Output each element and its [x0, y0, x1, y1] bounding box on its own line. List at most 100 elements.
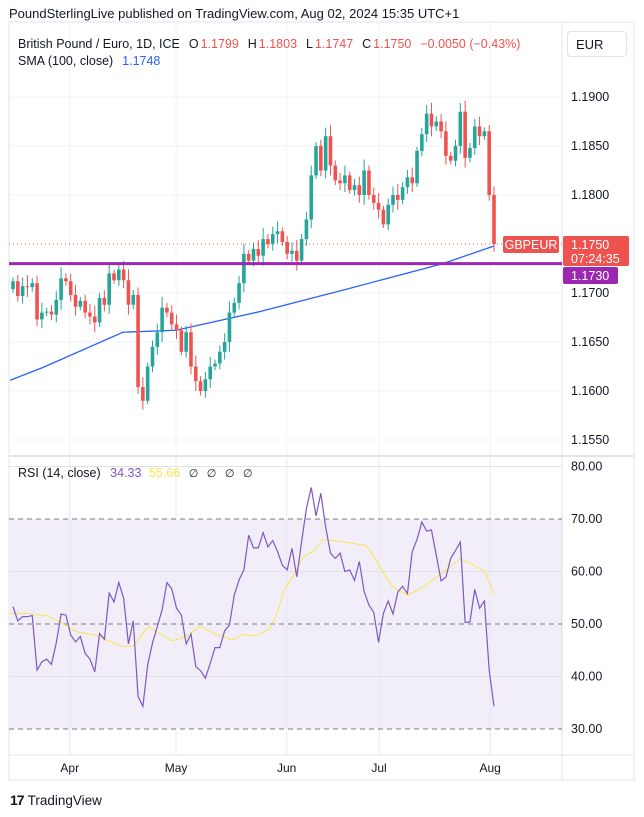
candle-down	[246, 253, 251, 261]
rsi-axis-label: 70.00	[571, 512, 602, 526]
candle-up	[59, 278, 63, 300]
candle-down	[381, 209, 386, 225]
level-price-tag	[563, 267, 618, 284]
candle-down	[439, 121, 443, 132]
candle-down	[444, 131, 448, 156]
candle-down	[410, 177, 415, 184]
candle-up	[453, 146, 458, 161]
price-axis-label: 1.1550	[571, 433, 609, 447]
candle-up	[323, 136, 328, 171]
published-caption: PoundSterlingLive published on TradingVi…	[9, 6, 460, 21]
candle-up	[458, 111, 463, 146]
x-axis-label: Aug	[479, 761, 500, 775]
candle-down	[371, 195, 376, 203]
price-axis-label: 1.1700	[571, 286, 609, 300]
candle-up	[117, 269, 121, 281]
candle-up	[424, 113, 429, 135]
footer-brand[interactable]: 17 TradingView	[10, 792, 102, 808]
candle-down	[92, 316, 97, 323]
candle-down	[193, 366, 198, 382]
brand-name: TradingView	[27, 792, 102, 808]
candle-up	[54, 299, 59, 315]
price-axis-label: 1.1850	[571, 139, 609, 153]
candle-down	[429, 113, 434, 127]
candle-down	[126, 280, 131, 305]
price-axis-label: 1.1900	[571, 90, 609, 104]
chart-frame	[8, 21, 635, 781]
candle-up	[145, 366, 150, 401]
rsi-axis-label: 30.00	[571, 722, 602, 736]
candle-down	[136, 294, 140, 388]
last-price-tag	[563, 236, 629, 266]
price-axis-label: 1.1650	[571, 335, 609, 349]
candle-down	[347, 175, 352, 191]
candle-down	[35, 283, 39, 320]
candle-down	[448, 155, 453, 161]
candle-up	[405, 177, 410, 188]
candle-down	[174, 324, 179, 331]
empty-value: ∅	[188, 468, 199, 480]
candle-up	[352, 185, 357, 191]
candle-up	[242, 253, 246, 284]
candle-up	[472, 126, 477, 148]
candle-down	[463, 111, 467, 158]
candle-down	[256, 248, 261, 256]
candle-down	[487, 131, 491, 195]
candle-up	[237, 283, 241, 303]
candle-down	[68, 281, 73, 295]
candle-down	[102, 297, 107, 305]
open-label: O	[188, 37, 199, 51]
level-price-text: 1.1730	[571, 269, 609, 283]
candle-down	[198, 381, 203, 391]
high-label: H	[247, 37, 257, 51]
candle-down	[328, 136, 333, 166]
candle-up	[44, 311, 49, 313]
candle-up	[184, 332, 188, 352]
candle-up	[304, 219, 309, 240]
candle-up	[232, 302, 237, 313]
rsi-ma-value: 55.66	[148, 466, 181, 480]
x-axis-label: Jul	[371, 761, 386, 775]
x-axis-label: May	[165, 761, 188, 775]
rsi-axis-label: 80.00	[571, 460, 602, 474]
close-value: 1.1750	[373, 37, 412, 51]
candle-up	[222, 342, 227, 352]
candle-up	[362, 170, 366, 195]
candle-up	[482, 131, 487, 137]
candle-up	[203, 379, 208, 391]
candle-down	[141, 387, 145, 401]
candle-up	[160, 307, 164, 333]
symbol-tag	[503, 236, 559, 253]
countdown-text: 07:24:35	[571, 252, 620, 266]
candle-up	[391, 195, 395, 205]
rsi-line	[12, 487, 495, 709]
sma-label: SMA (100, close)	[18, 54, 114, 68]
low-label: L	[305, 37, 313, 51]
candle-up	[468, 147, 472, 158]
candle-down	[280, 231, 285, 243]
close-label: C	[362, 37, 372, 51]
candle-up	[155, 332, 160, 347]
candle-up	[30, 283, 35, 288]
candle-up	[150, 346, 155, 367]
candle-up	[275, 231, 280, 235]
candle-down	[492, 195, 496, 244]
rsi-value: 34.33	[110, 466, 142, 480]
candle-up	[299, 239, 304, 261]
candle-up	[400, 187, 405, 200]
candle-up	[314, 146, 318, 176]
candle-down	[169, 312, 174, 325]
currency-button[interactable]: EUR	[567, 31, 627, 57]
candle-down	[477, 126, 482, 137]
empty-value: ∅	[242, 468, 253, 480]
candle-down	[376, 202, 381, 210]
candle-up	[97, 297, 102, 323]
high-value: 1.1803	[258, 37, 298, 51]
candle-down	[338, 180, 342, 184]
sma-value: 1.1748	[122, 54, 161, 68]
x-axis-label: Jun	[277, 761, 296, 775]
rsi-legend: RSI (14, close) 34.33 55.66 ∅ ∅ ∅ ∅	[18, 466, 253, 480]
candle-down	[165, 307, 169, 313]
